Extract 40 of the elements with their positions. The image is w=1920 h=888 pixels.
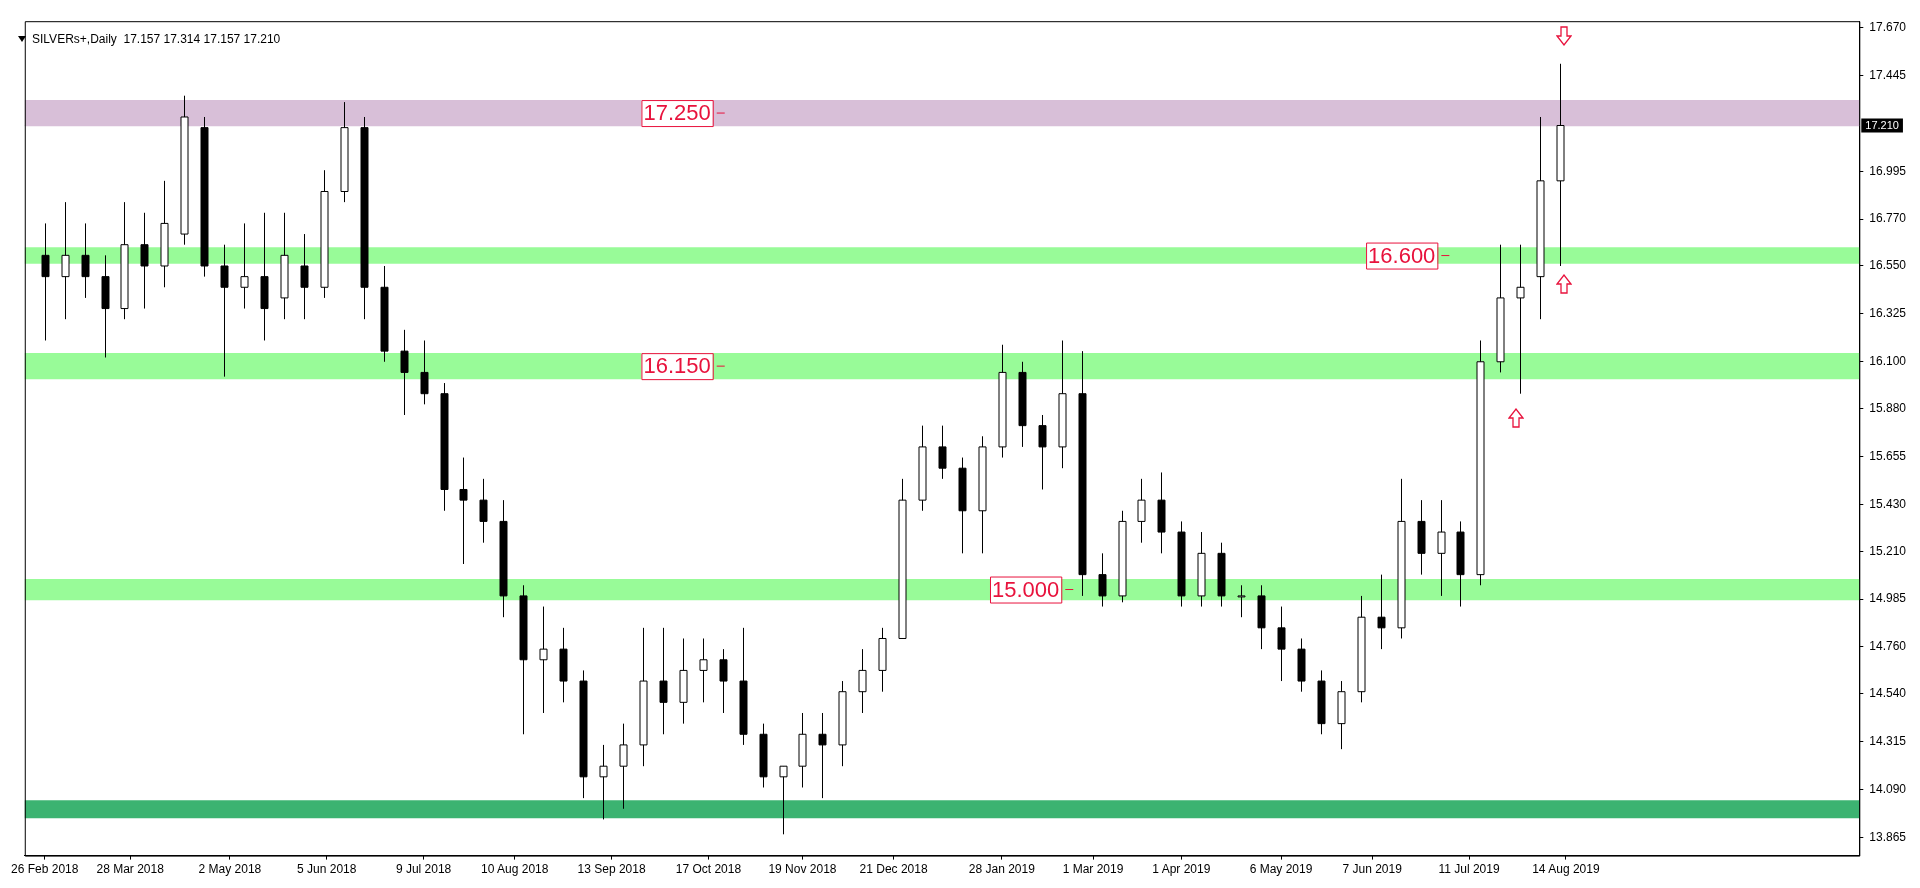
y-tick-label: 13.865 <box>1869 829 1907 844</box>
y-tick-label: 17.445 <box>1869 67 1907 82</box>
x-tick-label: 14 Aug 2019 <box>1532 862 1600 877</box>
y-tick-label: 14.090 <box>1869 781 1907 796</box>
y-tick-label: 15.655 <box>1869 448 1907 463</box>
ref-line-label: 17.210 <box>1865 118 1899 131</box>
y-tick-label: 14.760 <box>1869 639 1907 654</box>
y-tick-label: 15.210 <box>1869 543 1907 558</box>
band-label: 16.150 <box>643 353 711 379</box>
y-tick-label: 14.540 <box>1869 686 1907 701</box>
x-tick-label: 28 Jan 2019 <box>968 862 1036 877</box>
x-tick-label: 13 Sep 2018 <box>577 862 646 877</box>
y-tick-label: 15.880 <box>1869 400 1907 415</box>
x-tick-label: 10 Aug 2018 <box>481 862 549 877</box>
band-label: 16.600 <box>1368 242 1436 268</box>
x-tick-label: 28 Mar 2018 <box>96 862 165 877</box>
x-tick-label: 11 Jul 2019 <box>1438 862 1500 877</box>
x-tick-label: 21 Dec 2018 <box>859 862 928 877</box>
y-tick-label: 16.770 <box>1869 211 1907 226</box>
x-tick-label: 6 May 2019 <box>1249 862 1313 877</box>
x-tick-label: 1 Apr 2019 <box>1152 862 1211 877</box>
x-tick-label: 17 Oct 2018 <box>675 862 742 877</box>
band-label: 17.250 <box>643 100 711 126</box>
x-tick-label: 2 May 2018 <box>198 862 262 877</box>
y-tick-label: 16.100 <box>1869 354 1907 369</box>
x-tick-label: 1 Mar 2019 <box>1062 862 1124 877</box>
text: SILVERs+,Daily 17.157 17.314 17.157 17.210 <box>32 32 281 46</box>
x-tick-label: 7 Jun 2019 <box>1342 862 1403 877</box>
x-tick-label: 19 Nov 2018 <box>768 862 837 877</box>
y-tick-label: 16.550 <box>1869 258 1907 273</box>
band-label: 15.000 <box>991 576 1060 602</box>
x-tick-label: 26 Feb 2018 <box>11 862 79 877</box>
y-tick-label: 14.315 <box>1869 734 1907 749</box>
y-tick-label: 16.995 <box>1869 163 1907 178</box>
y-tick-label: 16.325 <box>1869 306 1907 321</box>
y-tick-label: 14.985 <box>1869 591 1907 606</box>
y-tick-label: 17.670 <box>1869 19 1907 34</box>
y-tick-label: 15.430 <box>1869 496 1907 511</box>
x-tick-label: 5 Jun 2018 <box>297 862 357 877</box>
x-tick-label: 9 Jul 2018 <box>395 862 452 877</box>
